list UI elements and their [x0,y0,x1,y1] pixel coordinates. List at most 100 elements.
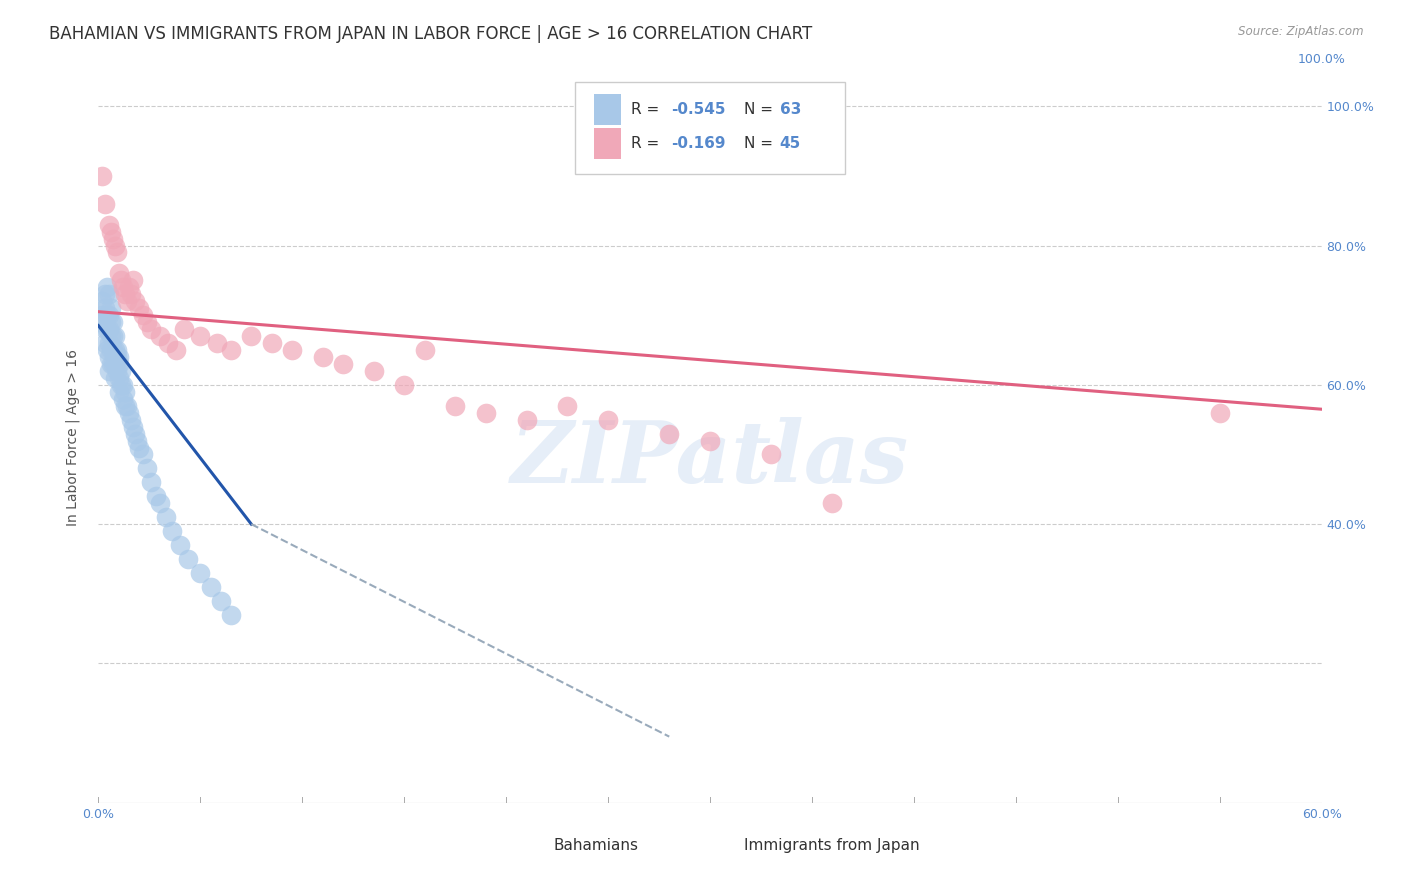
Point [120,412,142,426]
Point [100,225,122,239]
Point [105,350,128,364]
Point [93,322,115,336]
Point [96,280,118,294]
Point [156,336,179,351]
Point [115,294,138,309]
FancyBboxPatch shape [508,834,546,856]
Point [97,218,120,232]
Point [177,552,200,566]
Point [444,399,467,413]
Point [97,364,120,378]
Point [97,350,120,364]
Text: N =: N = [744,136,778,152]
Point [474,406,498,420]
Point [108,357,131,371]
Point [114,384,136,399]
Text: R =: R = [630,136,664,152]
Text: 45: 45 [780,136,801,152]
Point [132,448,155,462]
Point [108,371,131,385]
Point [101,343,124,357]
FancyBboxPatch shape [575,82,845,174]
Point [555,399,579,413]
Point [97,308,120,322]
Point [104,343,127,357]
Point [392,377,416,392]
Point [114,399,136,413]
Text: R =: R = [630,102,664,117]
Point [122,419,145,434]
Point [96,322,118,336]
Point [413,343,436,357]
Point [188,329,212,343]
Point [93,336,115,351]
Point [124,294,146,309]
Point [93,287,115,301]
Point [96,308,118,322]
Point [93,301,115,316]
Point [128,441,150,455]
Point [101,329,124,343]
Point [122,273,145,287]
Point [149,329,172,343]
Point [120,287,142,301]
Text: ZIPatlas: ZIPatlas [510,417,910,500]
Point [332,357,354,371]
Point [200,580,222,594]
Point [136,461,159,475]
Point [100,301,122,316]
Point [209,594,232,608]
Point [96,343,118,357]
Point [219,343,242,357]
Point [105,245,128,260]
Point [104,329,127,343]
Point [108,266,131,280]
Point [111,377,134,392]
Point [100,329,122,343]
Point [1209,406,1232,420]
Text: Source: ZipAtlas.com: Source: ZipAtlas.com [1239,25,1364,38]
Point [516,412,538,426]
Point [105,343,128,357]
Point [118,406,141,420]
Point [101,231,124,245]
Point [111,280,134,294]
Point [124,426,146,441]
Point [761,448,783,462]
Point [188,566,212,580]
Text: -0.169: -0.169 [671,136,725,152]
Point [110,364,132,378]
Point [105,364,128,378]
Point [173,322,195,336]
Point [101,357,124,371]
Point [89,315,111,329]
Text: BAHAMIAN VS IMMIGRANTS FROM JAPAN IN LABOR FORCE | AGE > 16 CORRELATION CHART: BAHAMIAN VS IMMIGRANTS FROM JAPAN IN LAB… [49,25,813,43]
Point [169,538,191,552]
Point [312,350,335,364]
Point [132,308,155,322]
Point [149,496,172,510]
Text: -0.545: -0.545 [671,102,725,117]
Point [205,336,228,351]
Point [97,336,120,351]
Point [114,287,136,301]
Text: 63: 63 [780,102,801,117]
Text: Bahamians: Bahamians [554,838,638,853]
Point [160,524,183,538]
Text: N =: N = [744,102,778,117]
FancyBboxPatch shape [697,834,734,856]
Point [91,308,114,322]
Point [363,364,385,378]
Y-axis label: In Labor Force | Age > 16: In Labor Force | Age > 16 [65,349,80,525]
Point [165,343,187,357]
Point [136,315,159,329]
Point [821,496,844,510]
Point [100,343,122,357]
Point [110,273,132,287]
FancyBboxPatch shape [593,128,620,159]
Point [110,377,132,392]
Point [281,343,304,357]
Point [108,384,131,399]
Point [100,357,122,371]
Point [658,426,681,441]
